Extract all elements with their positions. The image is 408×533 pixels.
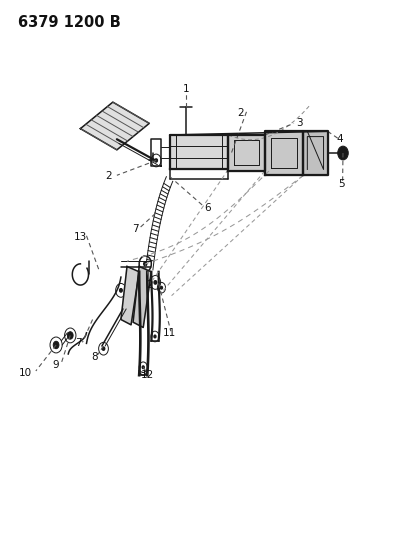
Circle shape [154,281,157,284]
Text: 4: 4 [337,134,343,144]
Circle shape [69,334,72,337]
Circle shape [338,146,348,160]
Polygon shape [121,266,139,325]
Polygon shape [303,131,328,175]
Circle shape [154,335,156,338]
Circle shape [155,159,157,162]
Circle shape [67,332,73,339]
Text: 2: 2 [105,172,112,181]
Circle shape [53,341,59,349]
Circle shape [130,289,132,292]
Text: 5: 5 [339,179,345,189]
Polygon shape [80,102,149,150]
Text: 13: 13 [74,232,87,243]
Circle shape [144,262,147,266]
Text: 1: 1 [182,84,189,94]
Text: 6379 1200 B: 6379 1200 B [18,14,120,30]
Circle shape [160,286,162,289]
Circle shape [120,289,122,292]
Polygon shape [170,135,228,169]
Circle shape [197,149,202,156]
Text: 2: 2 [237,108,244,118]
Circle shape [245,151,248,155]
Text: 10: 10 [19,368,32,377]
Text: 2: 2 [146,280,153,290]
Text: 7: 7 [132,224,138,235]
Text: 6: 6 [205,203,211,213]
Circle shape [230,151,233,154]
Circle shape [102,347,105,350]
Text: 8: 8 [91,352,98,361]
Circle shape [142,366,144,368]
Polygon shape [133,266,151,327]
Text: 12: 12 [141,370,154,380]
Polygon shape [228,135,265,171]
Circle shape [55,343,58,347]
Polygon shape [265,131,303,175]
Text: 11: 11 [163,328,176,338]
Text: 3: 3 [296,118,303,128]
Text: 7: 7 [75,338,82,349]
Text: 9: 9 [53,360,60,369]
